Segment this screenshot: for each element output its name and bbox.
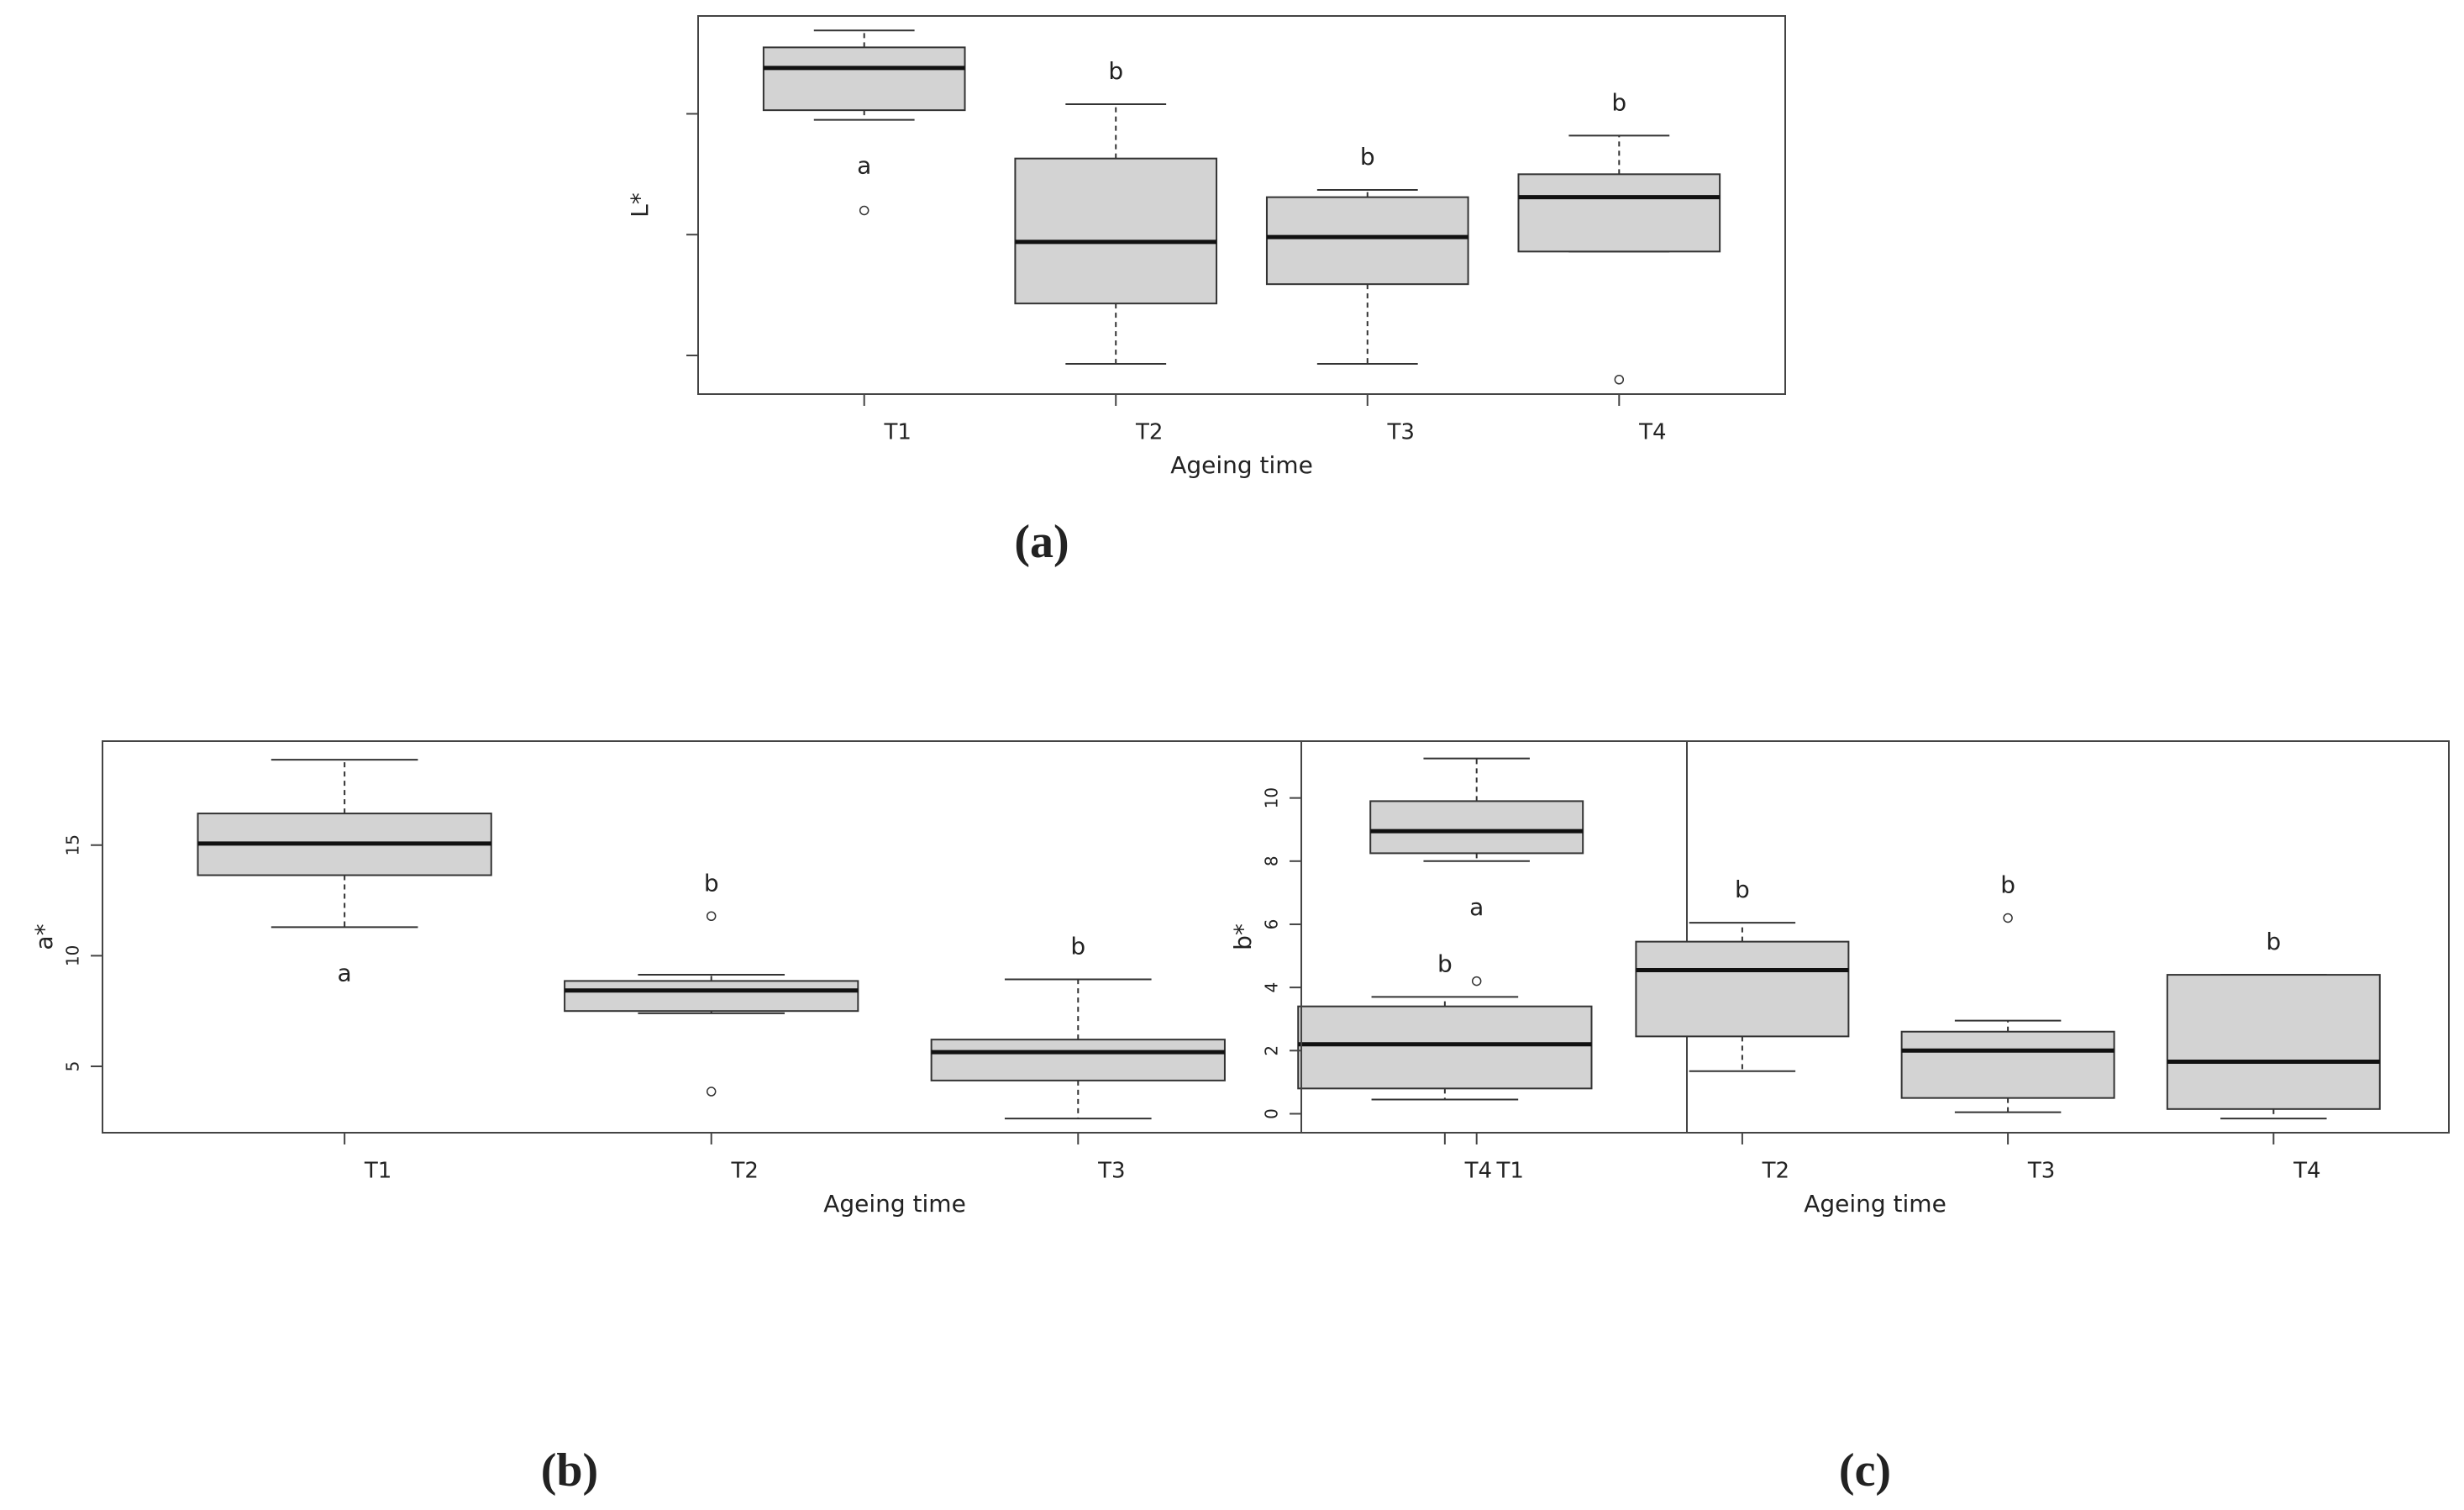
y-tick-label: 15 <box>63 834 83 855</box>
group-letter: b <box>2000 871 2015 898</box>
outlier <box>1614 374 1625 385</box>
x-tick-label: T1 <box>883 420 911 445</box>
x-tick-label: T3 <box>2027 1159 2055 1184</box>
group-letter: b <box>704 869 719 897</box>
box <box>1635 940 1850 1038</box>
x-tick-label: T2 <box>1762 1159 1789 1184</box>
y-tick-label: 0 <box>1262 1108 1282 1119</box>
outlier <box>706 1086 717 1097</box>
x-tick-label: T4 <box>1464 1159 1492 1184</box>
x-tick-label: T2 <box>730 1159 758 1184</box>
x-tick-label: T2 <box>1135 420 1163 445</box>
x-tick-label: T3 <box>1387 420 1415 445</box>
y-tick-label: 2 <box>1262 1045 1282 1056</box>
box <box>1265 196 1469 286</box>
y-axis-label: a* <box>30 923 58 950</box>
box <box>1369 800 1584 855</box>
box <box>930 1039 1226 1081</box>
y-tick-label: 6 <box>1262 919 1282 930</box>
y-tick-label: 8 <box>1262 855 1282 866</box>
group-letter: b <box>1437 950 1453 977</box>
group-letter: a <box>1469 893 1484 921</box>
panel-label: (c) <box>1839 1444 1891 1497</box>
outlier <box>706 911 717 922</box>
group-letter: b <box>1108 57 1123 85</box>
group-letter: a <box>857 152 871 180</box>
group-letter: b <box>1735 876 1750 903</box>
y-axis-label: b* <box>1229 923 1257 950</box>
y-tick-label: 5 <box>63 1061 83 1072</box>
group-letter: a <box>338 959 352 986</box>
x-tick-label: T4 <box>1638 420 1666 445</box>
box <box>2166 974 2381 1110</box>
group-letter: b <box>1611 88 1626 116</box>
x-tick-label: T3 <box>1097 1159 1125 1184</box>
y-axis-label: L* <box>626 192 654 218</box>
outlier <box>1471 976 1482 986</box>
x-tick-label: T4 <box>2293 1159 2320 1184</box>
outlier <box>859 205 869 216</box>
y-tick-label: 10 <box>63 945 83 966</box>
box <box>762 46 966 112</box>
x-axis-label: Ageing time <box>823 1190 966 1218</box>
box <box>1900 1030 2115 1099</box>
box <box>1297 1005 1593 1090</box>
box <box>1517 173 1721 253</box>
x-axis-label: Ageing time <box>1170 451 1313 479</box>
y-tick-label: 10 <box>1262 787 1282 808</box>
y-tick-label: 4 <box>1262 982 1282 993</box>
panel-label: (b) <box>541 1444 598 1497</box>
group-letter: b <box>1070 933 1085 960</box>
x-tick-label: T1 <box>1495 1159 1523 1184</box>
plot-frame <box>697 15 1786 395</box>
plot-frame <box>102 740 1688 1134</box>
outlier <box>2003 913 2013 923</box>
group-letter: b <box>1360 143 1375 171</box>
x-tick-label: T1 <box>364 1159 391 1184</box>
group-letter: b <box>2266 928 2281 955</box>
panel-label: (a) <box>1014 516 1069 568</box>
box <box>1014 157 1218 305</box>
plot-frame <box>1300 740 2450 1134</box>
box <box>564 980 859 1013</box>
x-axis-label: Ageing time <box>1804 1190 1947 1218</box>
